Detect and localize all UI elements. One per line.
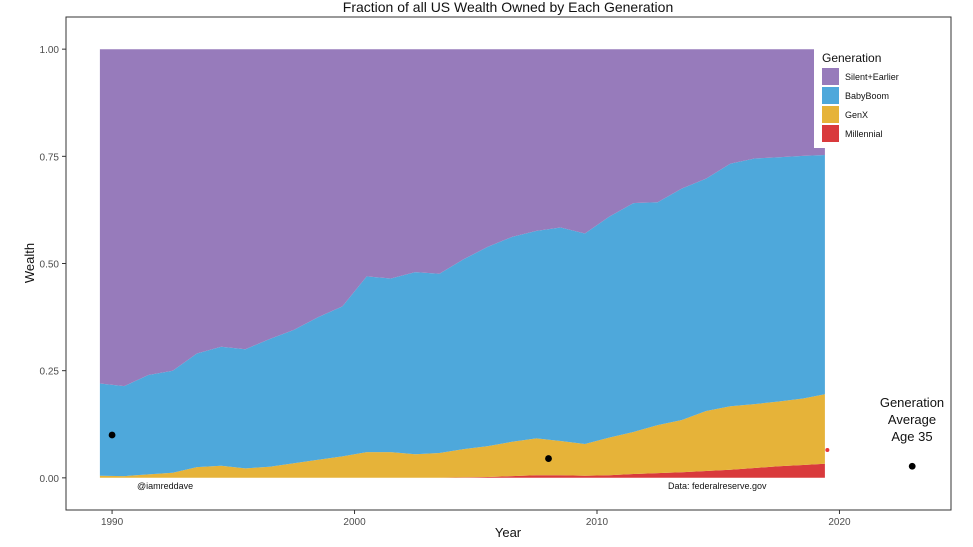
- y-tick-label: 0.00: [40, 474, 60, 485]
- side-label-line-3: Age 35: [891, 429, 933, 444]
- legend-key: [822, 68, 839, 85]
- credit-label: @iamreddave: [137, 481, 193, 491]
- legend-title: Generation: [822, 51, 881, 65]
- data-point: [825, 447, 830, 452]
- y-axis-title: Wealth: [22, 243, 37, 283]
- legend-key: [822, 106, 839, 123]
- legend-label: Silent+Earlier: [845, 72, 899, 82]
- y-tick-label: 0.25: [40, 367, 60, 378]
- x-tick-label: 1990: [101, 517, 124, 528]
- y-tick-label: 1.00: [40, 45, 60, 56]
- side-label-line-1: Generation: [879, 395, 945, 410]
- area-millennial: [99, 463, 825, 478]
- area-babyboom: [99, 155, 825, 477]
- area-silent-earlier: [99, 49, 825, 387]
- x-tick-label: 2010: [586, 517, 609, 528]
- data-point: [108, 431, 116, 439]
- data-point: [545, 455, 552, 462]
- legend-label: Millennial: [845, 129, 883, 139]
- chart-title: Fraction of all US Wealth Owned by Each …: [343, 0, 673, 15]
- source-label: Data: federalreserve.gov: [668, 481, 767, 491]
- legend-label: GenX: [845, 110, 868, 120]
- y-tick-label: 0.50: [40, 260, 60, 271]
- side-label: Generation Average Age 35: [862, 394, 962, 445]
- data-point: [908, 462, 916, 470]
- x-axis-title: Year: [495, 525, 522, 540]
- y-tick-label: 0.75: [40, 152, 60, 163]
- side-label-line-2: Average: [887, 412, 937, 427]
- legend-key: [822, 87, 839, 104]
- x-tick-label: 2020: [828, 517, 851, 528]
- legend-key: [822, 125, 839, 142]
- area-genx: [99, 394, 825, 478]
- legend-label: BabyBoom: [845, 91, 889, 101]
- x-tick-label: 2000: [343, 517, 366, 528]
